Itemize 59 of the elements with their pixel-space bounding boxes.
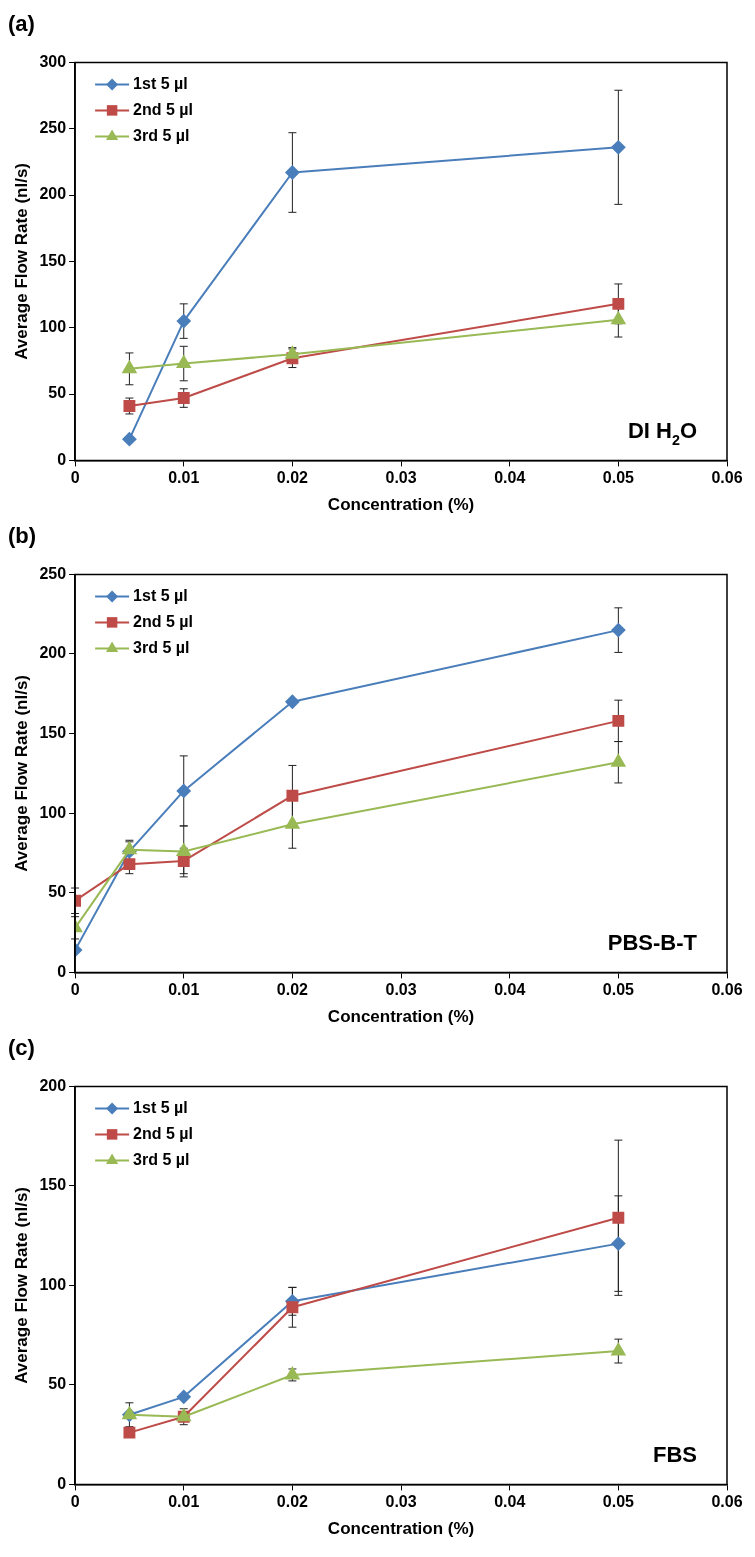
y-tick-label: 100 — [39, 1275, 67, 1293]
x-tick-label: 0.04 — [494, 1493, 526, 1511]
x-tick-label: 0.05 — [602, 469, 635, 487]
x-tick-label: 0 — [70, 981, 80, 999]
y-tick-label: 300 — [39, 52, 67, 70]
y-axis-title: Average Flow Rate (nl/s) — [11, 674, 31, 872]
legend-label: 2nd 5 µl — [133, 1124, 193, 1142]
x-tick-label: 0.04 — [494, 469, 526, 487]
x-tick-label: 0.03 — [385, 469, 417, 487]
x-tick-label: 0.01 — [168, 981, 200, 999]
y-tick-label: 100 — [39, 803, 67, 821]
legend-label: 2nd 5 µl — [133, 612, 193, 630]
x-tick-label: 0 — [70, 469, 80, 487]
legend-label: 3rd 5 µl — [133, 126, 190, 144]
y-tick-label: 250 — [39, 564, 67, 582]
y-tick-label: 200 — [39, 644, 67, 662]
x-tick-label: 0.02 — [276, 1493, 309, 1511]
annotation: FBS — [653, 1442, 697, 1468]
x-axis-title: Concentration (%) — [327, 495, 475, 515]
legend-label: 3rd 5 µl — [133, 1150, 190, 1168]
x-axis-title: Concentration (%) — [327, 1519, 475, 1539]
y-tick-label: 150 — [39, 251, 67, 269]
legend-label: 1st 5 µl — [133, 1098, 188, 1116]
y-tick-label: 0 — [57, 1474, 67, 1492]
y-tick-label: 0 — [57, 962, 67, 980]
x-tick-label: 0.03 — [385, 981, 417, 999]
x-tick-label: 0.05 — [602, 981, 635, 999]
x-tick-label: 0.01 — [168, 1493, 200, 1511]
y-tick-label: 250 — [39, 119, 67, 137]
x-axis-title: Concentration (%) — [327, 1007, 475, 1027]
annotation: PBS-B-T — [607, 930, 698, 956]
y-tick-label: 0 — [57, 450, 67, 468]
x-tick-label: 0.03 — [385, 1493, 417, 1511]
y-tick-label: 150 — [39, 1176, 67, 1194]
legend-label: 3rd 5 µl — [133, 638, 190, 656]
x-tick-label: 0.02 — [276, 469, 309, 487]
legend-label: 1st 5 µl — [133, 74, 188, 92]
x-tick-label: 0.05 — [602, 1493, 635, 1511]
y-tick-label: 50 — [48, 1375, 67, 1393]
y-tick-label: 200 — [39, 185, 67, 203]
y-tick-label: 50 — [48, 883, 67, 901]
x-tick-label: 0.06 — [711, 1493, 743, 1511]
x-tick-label: 0 — [70, 1493, 80, 1511]
x-tick-label: 0.02 — [276, 981, 309, 999]
chart-title: (c) — [8, 1035, 35, 1061]
chart-title: (a) — [8, 11, 35, 37]
y-axis-title: Average Flow Rate (nl/s) — [11, 1186, 31, 1384]
y-tick-label: 100 — [39, 318, 67, 336]
y-tick-label: 50 — [48, 384, 67, 402]
y-tick-label: 200 — [39, 1076, 67, 1094]
chart-title: (b) — [8, 523, 37, 549]
x-tick-label: 0.04 — [494, 981, 526, 999]
y-axis-title: Average Flow Rate (nl/s) — [11, 162, 31, 360]
legend-label: 1st 5 µl — [133, 586, 188, 604]
x-tick-label: 0.06 — [711, 469, 743, 487]
y-tick-label: 150 — [39, 724, 67, 742]
x-tick-label: 0.01 — [168, 469, 200, 487]
x-tick-label: 0.06 — [711, 981, 743, 999]
legend-label: 2nd 5 µl — [133, 100, 193, 118]
